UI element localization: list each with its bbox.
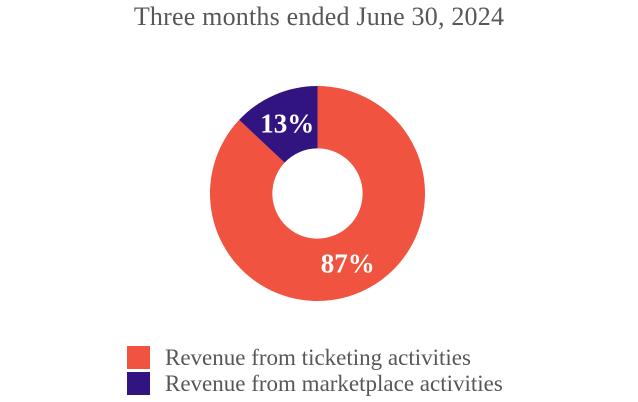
slice-value-label-2: 13%: [260, 108, 314, 138]
pie-slice-1: [209, 86, 425, 301]
legend: Revenue from ticketing activities Revenu…: [127, 346, 503, 398]
slice-value-label-1: 87%: [321, 249, 375, 279]
legend-swatch-ticketing: [127, 346, 150, 369]
legend-item-marketplace: Revenue from marketplace activities: [127, 372, 503, 395]
legend-swatch-marketplace: [127, 372, 150, 395]
pie-slice-2: [239, 86, 318, 163]
legend-label-ticketing: Revenue from ticketing activities: [165, 345, 471, 370]
legend-item-ticketing: Revenue from ticketing activities: [127, 346, 503, 369]
chart-title: Three months ended June 30, 2024: [133, 2, 505, 31]
legend-label-marketplace: Revenue from marketplace activities: [165, 371, 503, 396]
